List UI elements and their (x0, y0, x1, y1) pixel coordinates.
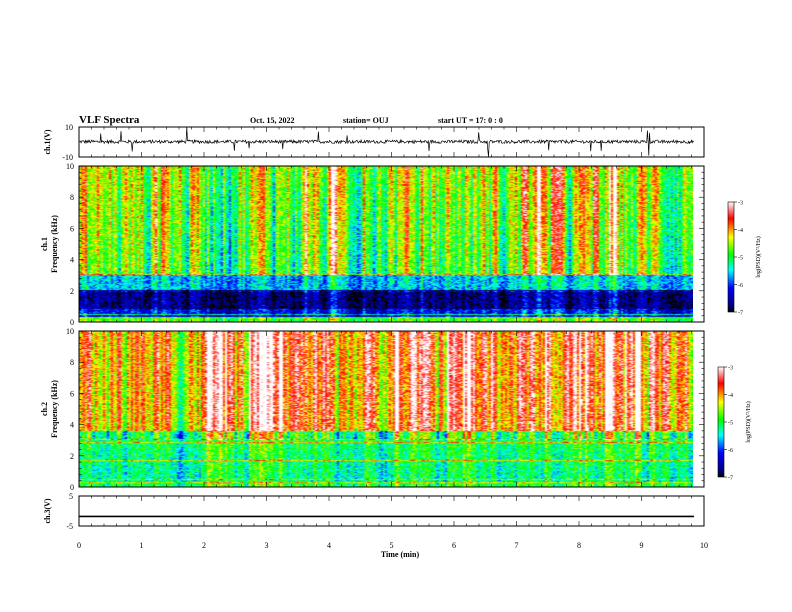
time-axis-ticklabel-2: 2 (202, 541, 206, 550)
ch1-colorbar-gradient (727, 201, 735, 313)
ch1-spectrogram-ylabel-frequency: Frequency (kHz) (50, 215, 59, 273)
time-axis-ticklabel-5: 5 (390, 541, 394, 550)
ch1-spectrogram-image (79, 166, 693, 322)
ch1-colorbar-ticks: -3 -4 -5 -6 -7 (734, 201, 743, 317)
figure-title: VLF Spectra (79, 114, 140, 126)
ch1-colorbar: -3 -4 -5 -6 -7 log(PSD)(V²/Hz) (727, 201, 762, 317)
time-axis-ticklabel-3: 3 (265, 541, 269, 550)
ch2-spec-ytick-label-5: 10 (66, 327, 74, 336)
ch2-colorbar-tick-label-2: -5 (728, 421, 733, 427)
ch1-colorbar-tick-label-3: -6 (738, 283, 743, 289)
ch2-spec-ytick-label-1: 2 (70, 452, 74, 461)
ch1-waveform-ticks (78, 127, 705, 157)
ch1-colorbar-tick-label-2: -5 (738, 256, 743, 262)
ch1-spec-ytick-label-1: 2 (70, 287, 74, 296)
ch2-spectrogram-image (79, 331, 693, 487)
ch1-waveform-ylabel: ch.1(V) (43, 129, 52, 154)
ch3-ytick-bottom: -5 (66, 522, 73, 531)
time-axis-ticklabel-6: 6 (452, 541, 456, 550)
ch3-waveform-panel: 5 -5 ch.3(V) (43, 492, 705, 531)
date-label: Oct. 15, 2022 (250, 116, 294, 125)
ch3-waveform-ticks (78, 496, 705, 526)
ch2-colorbar-tick-label-3: -6 (728, 448, 733, 454)
time-axis-ticklabel-9: 9 (640, 541, 644, 550)
ch2-colorbar-ticks: -3 -4 -5 -6 -7 (724, 366, 733, 482)
ch2-colorbar-tick-label-1: -4 (728, 393, 733, 399)
ch2-colorbar: -3 -4 -5 -6 -7 log(PSD)(V²/Hz) (717, 366, 752, 482)
ch1-spec-ytick-label-3: 6 (70, 224, 74, 233)
ch2-colorbar-tick-label-0: -3 (728, 366, 733, 372)
ch1-spec-ytick-label-2: 4 (70, 256, 74, 265)
ch2-colorbar-gradient (717, 366, 725, 478)
time-axis-ticklabel-8: 8 (577, 541, 581, 550)
ch1-spec-ytick-label-4: 8 (70, 193, 74, 202)
time-axis-ticklabel-10: 10 (700, 541, 708, 550)
time-axis-ticklabel-1: 1 (140, 541, 144, 550)
ch1-ytick-top: 10 (65, 123, 73, 132)
station-label: station= OUJ (343, 116, 389, 125)
ch2-colorbar-label: log(PSD)(V²/Hz) (745, 401, 752, 442)
ch2-spec-ytick-label-4: 8 (70, 358, 74, 367)
ch1-spec-ytick-label-5: 10 (66, 162, 74, 171)
ch1-colorbar-label: log(PSD)(V²/Hz) (755, 236, 762, 277)
ch2-spectrogram-xticks (78, 331, 705, 487)
ch2-spectrogram-ylabel-channel: ch.2 (40, 402, 49, 416)
time-axis-ticklabel-4: 4 (327, 541, 331, 550)
ch1-spectrogram-ylabel-channel: ch.1 (40, 237, 49, 251)
ch2-colorbar-tick-label-4: -7 (728, 476, 733, 482)
ch3-waveform-ylabel: ch.3(V) (43, 498, 52, 523)
ch2-spec-ytick-label-0: 0 (70, 483, 74, 492)
ch1-colorbar-tick-label-0: -3 (738, 201, 743, 207)
start-time-label: start UT = 17: 0 : 0 (438, 116, 503, 125)
ch2-spec-ytick-label-2: 4 (70, 421, 74, 430)
ch1-spectrogram-yticks: 0 2 4 6 8 10 (66, 162, 704, 327)
ch2-spec-ytick-label-3: 6 (70, 389, 74, 398)
ch1-waveform-panel: 10 -10 ch.1(V) (43, 123, 705, 162)
time-axis-ticklabel-0: 0 (77, 541, 81, 550)
ch3-ytick-top: 5 (69, 492, 73, 501)
ch1-spectrogram-panel: 0 2 4 6 8 10 ch.1 Frequency (kHz) (40, 162, 705, 327)
ch1-ytick-bottom: -10 (62, 153, 73, 162)
ch2-spectrogram-ylabel-frequency: Frequency (kHz) (50, 380, 59, 438)
ch1-spec-ytick-label-0: 0 (70, 318, 74, 327)
ch1-waveform-line (78, 127, 694, 157)
time-axis-label: Time (min) (381, 550, 420, 559)
ch1-colorbar-tick-label-4: -7 (738, 311, 743, 317)
time-axis-ticklabel-7: 7 (515, 541, 519, 550)
ch2-spectrogram-yticks: 0 2 4 6 8 10 (66, 327, 704, 492)
time-axis-ticklabels: 0 1 2 3 4 5 6 7 8 9 10 (77, 541, 708, 550)
ch1-spectrogram-xticks (78, 166, 705, 322)
ch2-spectrogram-panel: 0 2 4 6 8 10 ch.2 Frequency (kHz) (40, 327, 705, 492)
ch1-colorbar-tick-label-1: -4 (738, 228, 743, 234)
